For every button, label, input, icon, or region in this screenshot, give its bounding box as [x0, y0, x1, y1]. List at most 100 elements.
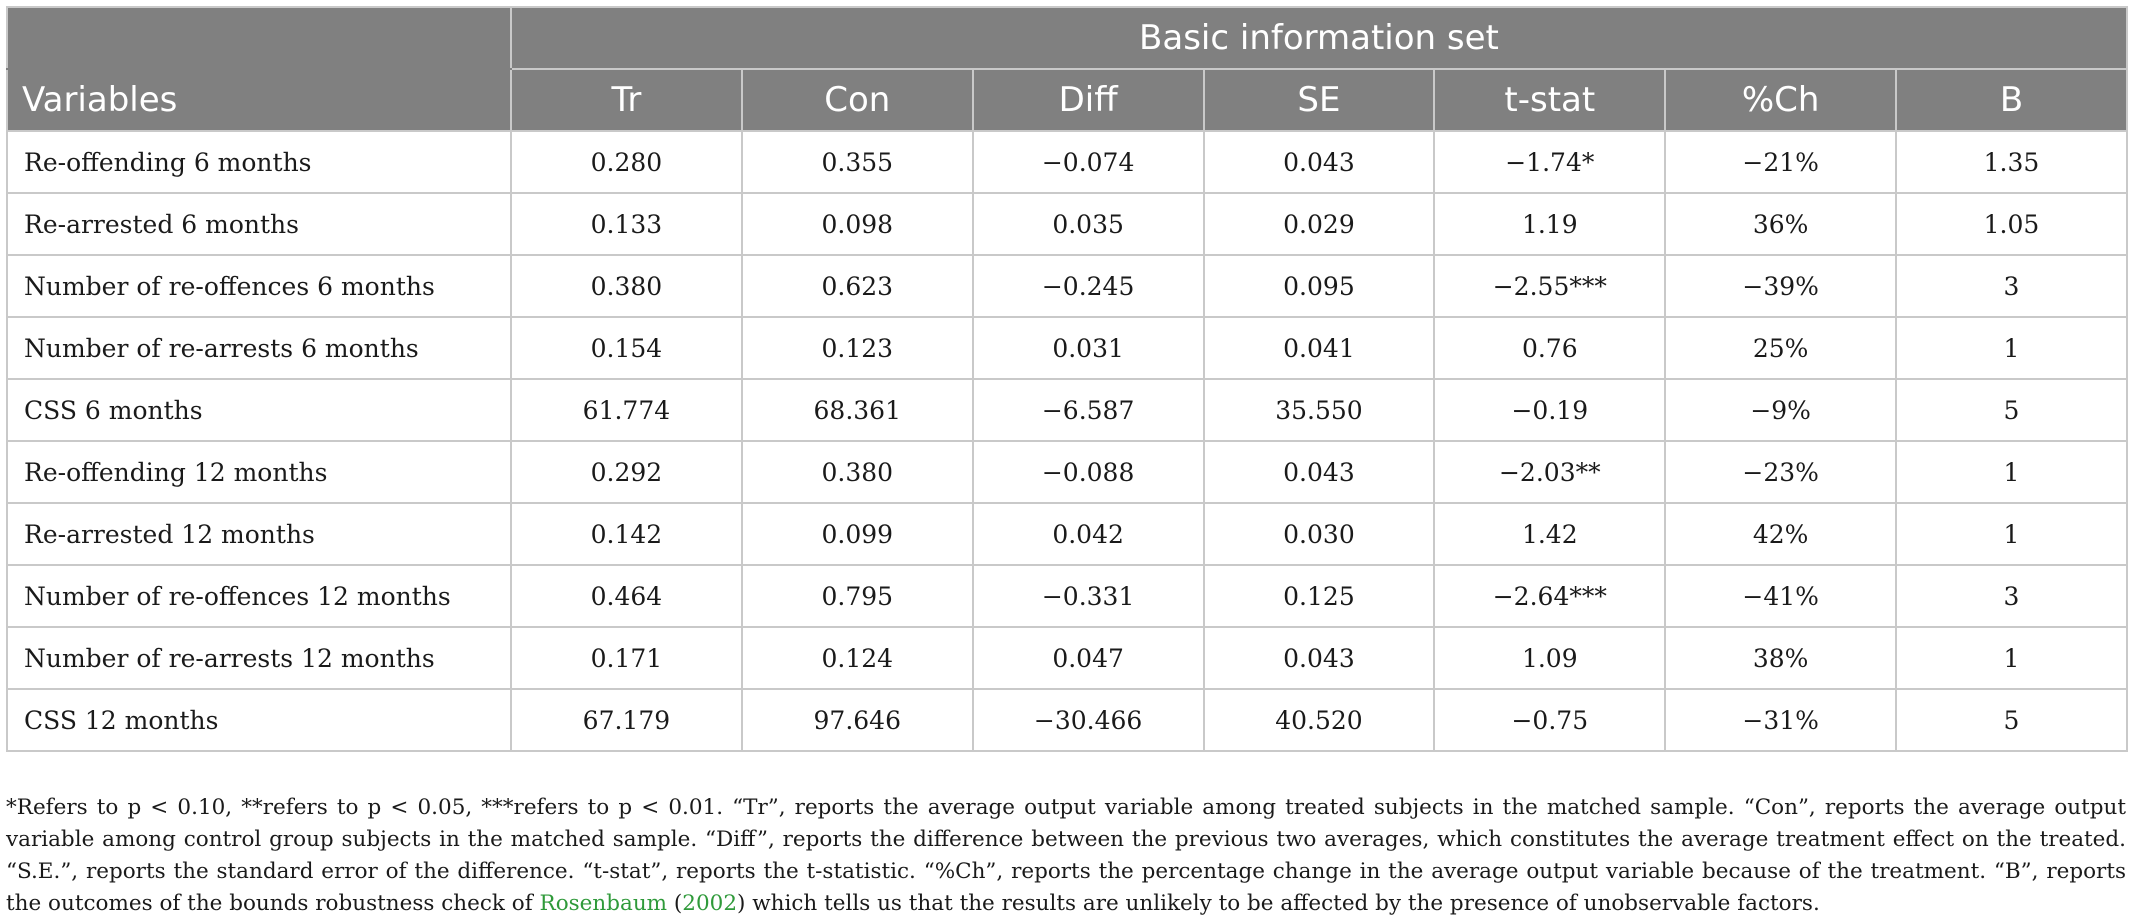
variable-cell: Re-offending 12 months [6, 440, 512, 504]
se-cell: 0.043 [1202, 626, 1436, 690]
group-header-row: Basic information set [6, 6, 2128, 70]
diff-cell: 0.047 [971, 626, 1205, 690]
diff-cell: −0.074 [971, 130, 1205, 194]
pct-change-cell: −41% [1664, 564, 1898, 628]
b-cell: 1 [1895, 626, 2128, 690]
con-cell: 0.380 [740, 440, 974, 504]
diff-cell: −30.466 [971, 688, 1205, 752]
column-header-con: Con [740, 68, 974, 132]
table-row: Number of re-arrests 12 months 0.171 0.1… [6, 626, 2128, 690]
con-cell: 0.124 [740, 626, 974, 690]
results-table-container: Basic information set Variables Tr Con D… [6, 6, 2128, 752]
tr-cell: 0.154 [510, 316, 743, 380]
tr-cell: 0.380 [510, 254, 743, 318]
diff-cell: −0.088 [971, 440, 1205, 504]
footnote-text-end: ) which tells us that the results are un… [737, 890, 1820, 916]
t-stat-cell: 1.19 [1433, 192, 1667, 256]
variable-cell: CSS 12 months [6, 688, 512, 752]
variable-cell: Re-offending 6 months [6, 130, 512, 194]
se-cell: 35.550 [1202, 378, 1436, 442]
b-cell: 5 [1895, 688, 2128, 752]
pct-change-cell: 25% [1664, 316, 1898, 380]
pct-change-cell: −21% [1664, 130, 1898, 194]
column-header-tr: Tr [510, 68, 743, 132]
b-cell: 1 [1895, 316, 2128, 380]
table-row: Re-offending 6 months 0.280 0.355 −0.074… [6, 130, 2128, 194]
diff-cell: −6.587 [971, 378, 1205, 442]
tr-cell: 0.133 [510, 192, 743, 256]
footnote-paren: ( [667, 890, 683, 916]
con-cell: 68.361 [740, 378, 974, 442]
se-cell: 0.041 [1202, 316, 1436, 380]
pct-change-cell: −31% [1664, 688, 1898, 752]
column-header-diff: Diff [971, 68, 1205, 132]
column-header-pct-change: %Ch [1664, 68, 1898, 132]
diff-cell: 0.031 [971, 316, 1205, 380]
b-cell: 5 [1895, 378, 2128, 442]
con-cell: 0.795 [740, 564, 974, 628]
t-stat-cell: −0.19 [1433, 378, 1667, 442]
t-stat-cell: −0.75 [1433, 688, 1667, 752]
column-header-se: SE [1202, 68, 1436, 132]
citation-year-link[interactable]: 2002 [682, 890, 738, 916]
se-cell: 0.125 [1202, 564, 1436, 628]
diff-cell: −0.331 [971, 564, 1205, 628]
pct-change-cell: −39% [1664, 254, 1898, 318]
table-row: Number of re-arrests 6 months 0.154 0.12… [6, 316, 2128, 380]
b-cell: 1.05 [1895, 192, 2128, 256]
table-row: Re-arrested 12 months 0.142 0.099 0.042 … [6, 502, 2128, 566]
t-stat-cell: 0.76 [1433, 316, 1667, 380]
se-cell: 0.043 [1202, 440, 1436, 504]
pct-change-cell: 42% [1664, 502, 1898, 566]
citation-author-link[interactable]: Rosenbaum [539, 890, 668, 916]
table-row: Re-offending 12 months 0.292 0.380 −0.08… [6, 440, 2128, 504]
pct-change-cell: −23% [1664, 440, 1898, 504]
pct-change-cell: 38% [1664, 626, 1898, 690]
variable-cell: Number of re-offences 12 months [6, 564, 512, 628]
tr-cell: 61.774 [510, 378, 743, 442]
diff-cell: 0.035 [971, 192, 1205, 256]
t-stat-cell: 1.42 [1433, 502, 1667, 566]
se-cell: 0.030 [1202, 502, 1436, 566]
variable-cell: Number of re-offences 6 months [6, 254, 512, 318]
se-cell: 0.095 [1202, 254, 1436, 318]
footnote-text: *Refers to p < 0.10, **refers to p < 0.0… [6, 794, 2126, 916]
se-cell: 0.029 [1202, 192, 1436, 256]
pct-change-cell: −9% [1664, 378, 1898, 442]
table-row: Re-arrested 6 months 0.133 0.098 0.035 0… [6, 192, 2128, 256]
tr-cell: 67.179 [510, 688, 743, 752]
con-cell: 0.355 [740, 130, 974, 194]
tr-cell: 0.280 [510, 130, 743, 194]
con-cell: 0.098 [740, 192, 974, 256]
column-header-t-stat: t-stat [1433, 68, 1667, 132]
column-header-b: B [1895, 68, 2128, 132]
variable-cell: Number of re-arrests 12 months [6, 626, 512, 690]
con-cell: 0.123 [740, 316, 974, 380]
results-table: Basic information set Variables Tr Con D… [6, 6, 2128, 752]
t-stat-cell: −2.64*** [1433, 564, 1667, 628]
group-header-blank-cell [6, 6, 512, 70]
b-cell: 1 [1895, 440, 2128, 504]
diff-cell: 0.042 [971, 502, 1205, 566]
t-stat-cell: −2.55*** [1433, 254, 1667, 318]
variable-cell: Number of re-arrests 6 months [6, 316, 512, 380]
table-row: Number of re-offences 6 months 0.380 0.6… [6, 254, 2128, 318]
column-header-variables: Variables [6, 68, 512, 132]
variable-cell: Re-arrested 12 months [6, 502, 512, 566]
tr-cell: 0.464 [510, 564, 743, 628]
group-header: Basic information set [510, 6, 2128, 70]
table-row: CSS 12 months 67.179 97.646 −30.466 40.5… [6, 688, 2128, 752]
t-stat-cell: −2.03** [1433, 440, 1667, 504]
se-cell: 40.520 [1202, 688, 1436, 752]
column-header-row: Variables Tr Con Diff SE t-stat %Ch B [6, 68, 2128, 132]
table-row: Number of re-offences 12 months 0.464 0.… [6, 564, 2128, 628]
t-stat-cell: 1.09 [1433, 626, 1667, 690]
t-stat-cell: −1.74* [1433, 130, 1667, 194]
con-cell: 0.099 [740, 502, 974, 566]
b-cell: 3 [1895, 254, 2128, 318]
con-cell: 0.623 [740, 254, 974, 318]
tr-cell: 0.292 [510, 440, 743, 504]
diff-cell: −0.245 [971, 254, 1205, 318]
table-row: CSS 6 months 61.774 68.361 −6.587 35.550… [6, 378, 2128, 442]
variable-cell: Re-arrested 6 months [6, 192, 512, 256]
